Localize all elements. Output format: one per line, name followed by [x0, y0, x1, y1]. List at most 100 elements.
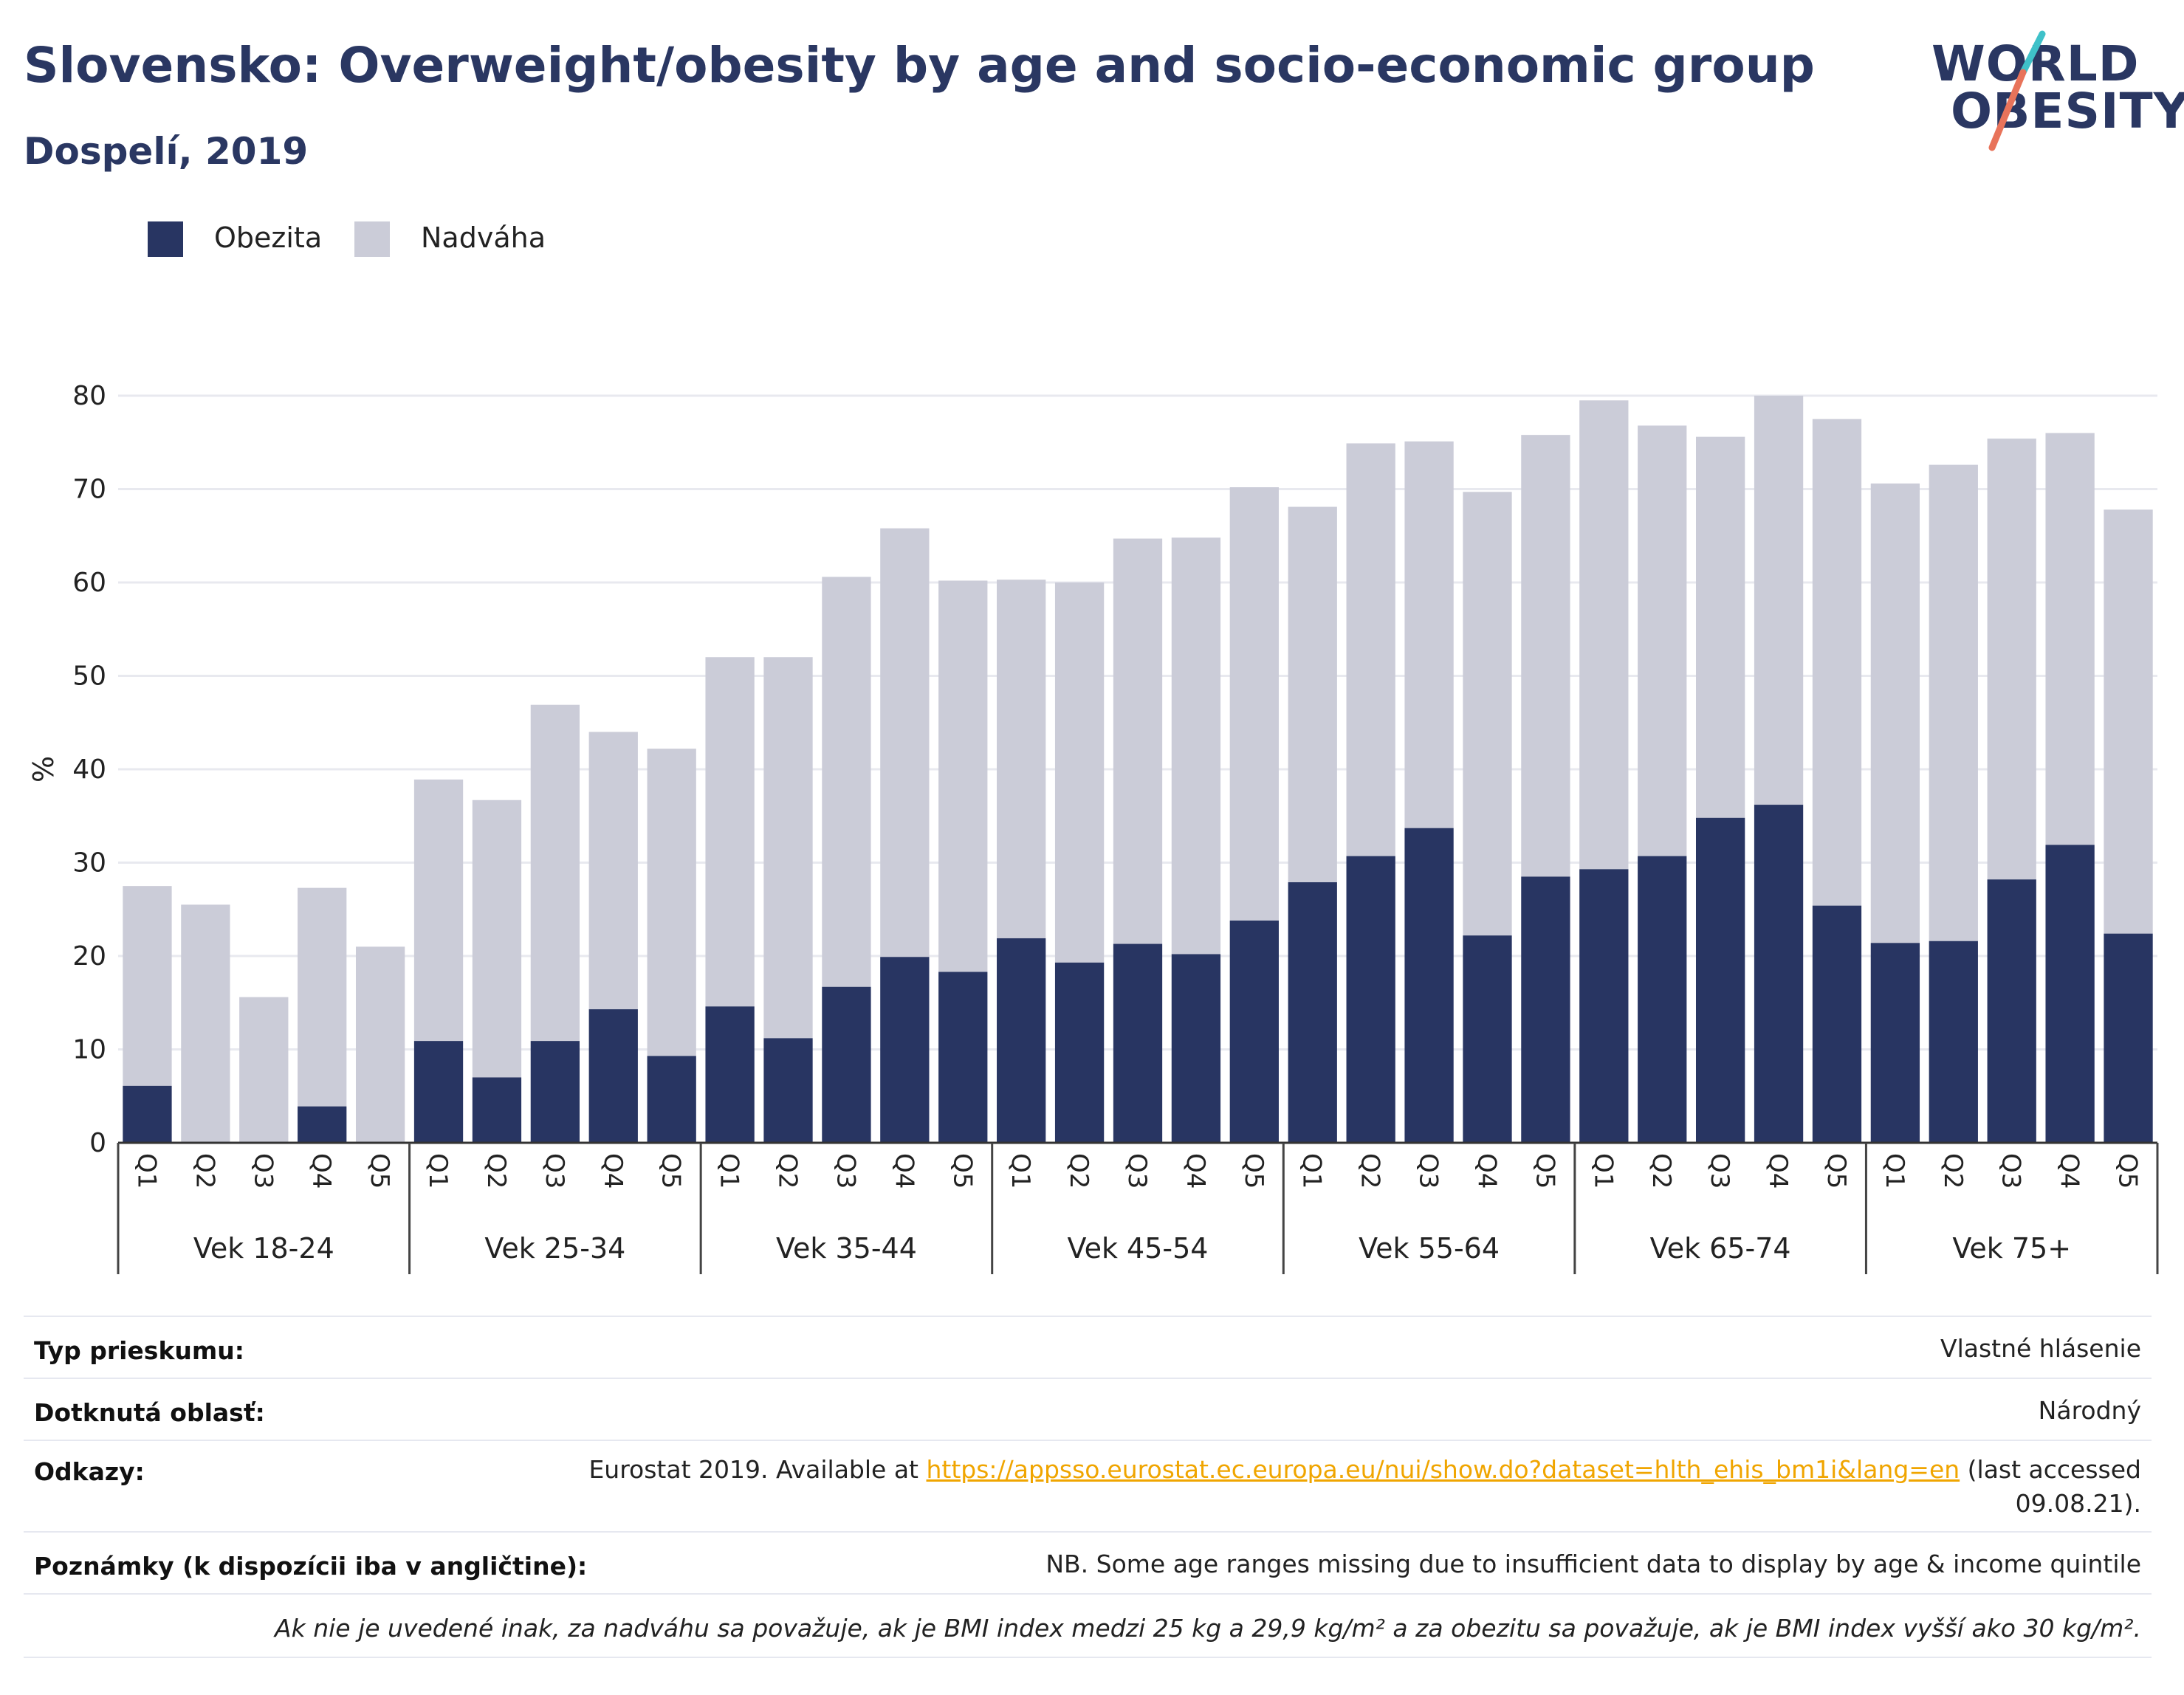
- bar-obezita: [2045, 845, 2095, 1143]
- bar-nadvaha: [239, 997, 289, 1143]
- y-tick-label: 0: [89, 1128, 106, 1158]
- legend-swatch-obezita: [148, 221, 183, 257]
- x-tick-label: Q5: [365, 1153, 394, 1189]
- group-label: Vek 65-74: [1650, 1232, 1791, 1265]
- bar-nadvaha: [2045, 433, 2095, 845]
- group-label: Vek 75+: [1952, 1232, 2071, 1265]
- meta-row-footnote: Ak nie je uvedené inak, za nadváhu sa po…: [24, 1593, 2152, 1658]
- bar-nadvaha: [705, 657, 755, 1007]
- bar-nadvaha: [1754, 396, 1804, 805]
- bar-obezita: [1171, 954, 1221, 1143]
- x-tick-label: Q2: [1356, 1153, 1385, 1189]
- bar-obezita: [1638, 856, 1687, 1143]
- eurostat-link[interactable]: https://appsso.eurostat.ec.europa.eu/nui…: [926, 1455, 1960, 1484]
- x-tick-label: Q5: [656, 1153, 686, 1189]
- bar-nadvaha: [1346, 443, 1395, 856]
- bar-nadvaha: [822, 577, 871, 987]
- x-tick-label: Q1: [1297, 1153, 1327, 1189]
- meta-key-references: Odkazy:: [34, 1457, 145, 1486]
- x-tick-label: Q3: [1122, 1153, 1152, 1189]
- group-label: Vek 18-24: [193, 1232, 334, 1265]
- bar-nadvaha: [1404, 441, 1454, 828]
- bar-obezita: [1113, 943, 1163, 1143]
- meta-row-references: Odkazy: Eurostat 2019. Available at http…: [24, 1440, 2152, 1533]
- x-tick-label: Q2: [481, 1153, 511, 1189]
- bar-obezita: [822, 986, 871, 1143]
- bar-obezita: [413, 1041, 464, 1143]
- x-tick-label: Q5: [2113, 1153, 2143, 1189]
- meta-row-area: Dotknutá oblasť: Národný: [24, 1378, 2152, 1441]
- bar-nadvaha: [1171, 537, 1221, 955]
- x-tick-label: Q2: [1938, 1153, 1968, 1189]
- y-tick-label: 80: [72, 381, 106, 411]
- y-tick-label: 40: [72, 754, 106, 785]
- bar-obezita: [123, 1085, 172, 1143]
- bar-obezita: [1229, 920, 1279, 1143]
- bar-obezita: [1521, 876, 1570, 1143]
- x-tick-label: Q1: [715, 1153, 744, 1189]
- x-tick-label: Q5: [1821, 1153, 1851, 1189]
- group-label: Vek 45-54: [1068, 1232, 1209, 1265]
- bar-obezita: [1987, 879, 2036, 1143]
- bar-nadvaha: [413, 779, 464, 1042]
- y-axis-label: %: [27, 756, 60, 783]
- group-label: Vek 55-64: [1359, 1232, 1500, 1265]
- x-tick-label: Q4: [306, 1153, 336, 1189]
- bar-obezita: [1812, 905, 1862, 1143]
- bar-nadvaha: [530, 704, 580, 1042]
- x-tick-label: Q2: [190, 1153, 219, 1189]
- meta-value-area: Národný: [2038, 1396, 2141, 1425]
- bar-nadvaha: [2104, 509, 2153, 934]
- meta-key-survey-type: Typ prieskumu:: [34, 1336, 244, 1365]
- legend-label-obezita: Obezita: [214, 221, 323, 254]
- bar-obezita: [588, 1009, 638, 1143]
- x-tick-label: Q3: [1414, 1153, 1443, 1189]
- x-tick-label: Q2: [1064, 1153, 1093, 1189]
- meta-value-references: Eurostat 2019. Available at https://apps…: [588, 1453, 2141, 1521]
- meta-key-notes: Poznámky (k dispozícii iba v angličtine)…: [34, 1552, 588, 1581]
- chart-subtitle: Dospelí, 2019: [24, 130, 309, 173]
- bar-obezita: [938, 972, 988, 1143]
- bar-obezita: [763, 1038, 813, 1143]
- bar-nadvaha: [1113, 538, 1163, 944]
- bar-nadvaha: [472, 800, 522, 1078]
- x-tick-label: Q1: [1880, 1153, 1909, 1189]
- bar-obezita: [1754, 805, 1804, 1143]
- bar-nadvaha: [1929, 464, 1978, 941]
- bar-nadvaha: [763, 657, 813, 1039]
- bar-obezita: [1463, 935, 1512, 1143]
- bar-nadvaha: [938, 580, 988, 972]
- bar-nadvaha: [1812, 419, 1862, 906]
- meta-row-notes: Poznámky (k dispozícii iba v angličtine)…: [24, 1531, 2152, 1595]
- bar-nadvaha: [588, 732, 638, 1010]
- bar-nadvaha: [355, 946, 405, 1143]
- bar-nadvaha: [123, 886, 172, 1086]
- bar-obezita: [880, 957, 930, 1143]
- x-tick-label: Q4: [2055, 1153, 2084, 1189]
- bar-obezita: [1929, 941, 1978, 1143]
- refs-prefix: Eurostat 2019. Available at: [588, 1455, 927, 1484]
- x-tick-label: Q4: [598, 1153, 628, 1189]
- world-obesity-logo: WORLD OBESITY: [1912, 30, 2184, 155]
- bar-nadvaha: [1229, 487, 1279, 921]
- meta-value-notes: NB. Some age ranges missing due to insuf…: [1045, 1550, 2141, 1578]
- bar-nadvaha: [647, 749, 696, 1056]
- group-label: Vek 25-34: [484, 1232, 625, 1265]
- refs-suffix: (last accessed: [1960, 1455, 2141, 1484]
- x-tick-label: Q5: [947, 1153, 977, 1189]
- bar-obezita: [705, 1006, 755, 1143]
- bar-obezita: [530, 1041, 580, 1143]
- bar-nadvaha: [181, 904, 230, 1143]
- x-tick-label: Q4: [1472, 1153, 1501, 1189]
- x-tick-label: Q4: [1763, 1153, 1793, 1189]
- meta-key-area: Dotknutá oblasť:: [34, 1398, 265, 1427]
- y-tick-label: 50: [72, 661, 106, 692]
- footnote: Ak nie je uvedené inak, za nadváhu sa po…: [275, 1614, 2141, 1643]
- bar-nadvaha: [1521, 435, 1570, 877]
- bar-nadvaha: [1638, 425, 1687, 856]
- x-tick-label: Q4: [1181, 1153, 1210, 1189]
- x-tick-label: Q5: [1530, 1153, 1559, 1189]
- x-tick-label: Q3: [1996, 1153, 2026, 1189]
- bar-nadvaha: [1579, 400, 1629, 870]
- bar-obezita: [647, 1056, 696, 1143]
